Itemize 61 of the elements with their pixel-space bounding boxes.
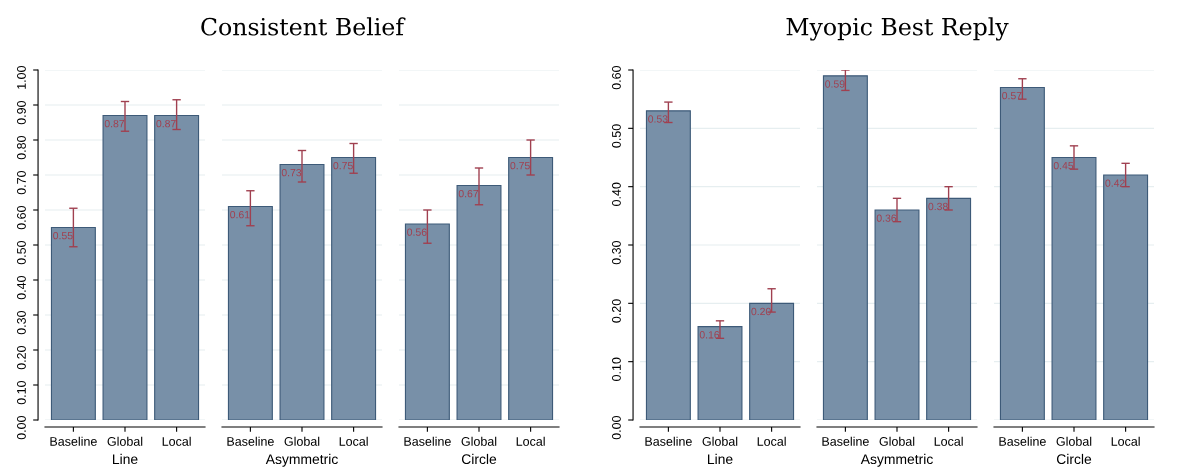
chart-title: Consistent Belief	[201, 17, 406, 36]
data-label: 0.53	[648, 115, 668, 123]
x-tick-label: Global	[879, 436, 915, 446]
data-label: 0.75	[510, 161, 530, 170]
x-axis-title: Line	[708, 453, 733, 465]
y-tick-label: 0.60	[612, 65, 621, 90]
y-tick-label: 0.30	[17, 310, 26, 335]
data-label: 0.59	[825, 80, 845, 88]
x-tick-label: Baseline	[50, 436, 97, 446]
y-tick-label: 0.50	[612, 124, 621, 148]
x-axis-title: Line	[113, 453, 138, 465]
x-tick-label: Baseline	[822, 436, 869, 446]
y-tick-label: 0.10	[612, 357, 621, 381]
x-tick-label: Local	[339, 436, 368, 446]
data-label: 0.36	[876, 214, 897, 222]
data-label: 0.55	[53, 231, 73, 240]
data-label: 0.87	[156, 119, 176, 128]
data-label: 0.20	[751, 307, 771, 316]
data-label: 0.61	[230, 210, 250, 219]
y-tick-label: 0.90	[17, 100, 26, 125]
x-tick-label: Local	[757, 436, 786, 446]
x-tick-label: Global	[702, 436, 738, 446]
x-axis-title: Asymmetric	[860, 453, 933, 467]
x-tick-label: Global	[461, 436, 497, 446]
x-axis-title: Asymmetric	[265, 453, 338, 467]
y-tick-label: 0.70	[17, 170, 26, 195]
x-tick-label: Local	[162, 436, 191, 446]
x-tick-label: Baseline	[645, 436, 692, 446]
x-axis-title: Circle	[461, 453, 497, 465]
data-label: 0.57	[1002, 91, 1022, 100]
y-tick-label: 0.10	[17, 380, 26, 405]
x-tick-label: Baseline	[227, 436, 274, 446]
y-tick-label: 0.20	[17, 345, 26, 370]
data-label: 0.75	[333, 161, 353, 170]
x-tick-label: Local	[934, 436, 963, 446]
data-label: 0.16	[699, 331, 720, 339]
x-tick-label: Global	[1056, 436, 1092, 446]
x-tick-label: Baseline	[999, 436, 1046, 446]
data-label: 0.87	[104, 119, 125, 128]
y-tick-label: 0.40	[612, 182, 621, 206]
chart-title: Myopic Best Reply	[786, 17, 1009, 41]
y-tick-label: 0.00	[612, 415, 621, 440]
y-tick-label: 0.40	[17, 275, 26, 300]
x-axis-title: Circle	[1056, 453, 1092, 465]
data-label: 0.38	[928, 202, 948, 211]
data-label: 0.45	[1053, 161, 1074, 170]
y-tick-label: 0.50	[17, 240, 26, 265]
data-label: 0.73	[281, 168, 302, 177]
y-tick-label: 0.20	[612, 299, 621, 323]
data-label: 0.67	[458, 189, 479, 198]
x-tick-label: Global	[107, 436, 143, 446]
y-tick-label: 0.60	[17, 205, 26, 230]
data-label: 0.56	[407, 228, 427, 236]
x-tick-label: Global	[284, 436, 320, 446]
x-tick-label: Local	[1111, 436, 1140, 446]
y-tick-label: 0.30	[612, 240, 621, 265]
y-tick-label: 0.00	[17, 415, 26, 440]
x-tick-label: Baseline	[404, 436, 451, 446]
y-tick-label: 1.00	[17, 65, 26, 89]
x-tick-label: Local	[516, 436, 545, 446]
y-tick-label: 0.80	[17, 135, 26, 160]
